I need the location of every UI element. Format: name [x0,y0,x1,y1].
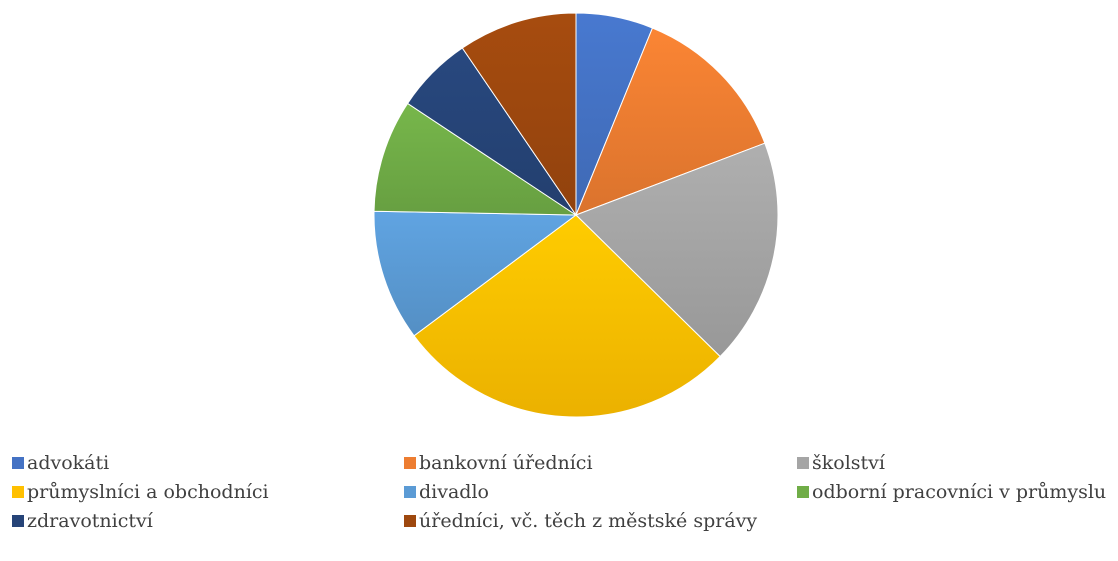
legend-swatch [12,486,24,498]
legend-item: úředníci, vč. těch z městské správy [404,506,757,536]
legend-swatch [404,515,416,527]
pie-slice-6 [373,102,578,216]
legend-item: bankovní úředníci [404,448,593,478]
pie-slice-8 [461,12,577,217]
legend-label: školství [812,452,885,474]
pie-slices [373,12,779,418]
legend-swatch [12,515,24,527]
legend-label: odborní pracovníci v průmyslu [812,481,1107,503]
legend: advokáti bankovní úředníci školství průmysl… [0,448,1118,558]
legend-item: zdravotnictví [12,506,153,536]
pie-chart [373,12,779,418]
legend-item: školství [797,448,885,478]
legend-label: bankovní úředníci [419,452,593,474]
pie-slice-5 [373,210,578,337]
legend-swatch [12,457,24,469]
pie-slice-2 [575,27,766,216]
pie-slice-4 [413,214,721,418]
legend-label: divadlo [419,481,489,503]
legend-label: úředníci, vč. těch z městské správy [419,510,758,532]
legend-label: průmyslníci a obchodníci [27,481,269,503]
legend-item: advokáti [12,448,109,478]
legend-swatch [404,486,416,498]
legend-label: advokáti [27,452,110,474]
legend-swatch [797,486,809,498]
pie-slice-3 [575,142,779,358]
legend-item: divadlo [404,477,489,507]
legend-swatch [797,457,809,469]
legend-item: odborní pracovníci v průmyslu [797,477,1106,507]
legend-swatch [404,457,416,469]
legend-item: průmyslníci a obchodníci [12,477,269,507]
legend-label: zdravotnictví [27,510,153,532]
